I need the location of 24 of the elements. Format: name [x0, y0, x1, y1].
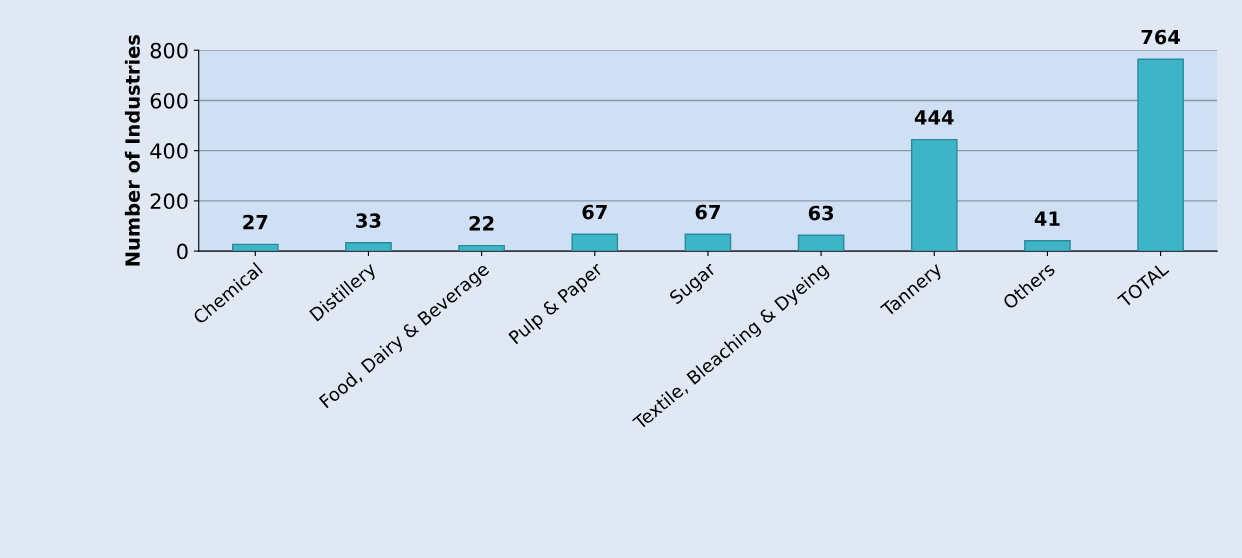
data-label: 67: [695, 204, 720, 220]
y-tick-label: 600: [150, 92, 188, 109]
bar: [797, 234, 845, 252]
data-label: 444: [914, 110, 954, 125]
data-label: 764: [1141, 29, 1180, 45]
y-tick-label: 800: [150, 42, 188, 59]
bar: [458, 244, 505, 252]
y-tick-label: 0: [177, 243, 188, 260]
y-tick-label: 200: [150, 193, 188, 210]
bar: [1024, 240, 1071, 252]
bar: [910, 138, 958, 252]
data-label: 27: [243, 214, 268, 230]
data-label: 63: [808, 205, 834, 221]
bar: [684, 233, 732, 252]
data-label: 33: [356, 213, 381, 228]
data-label: 41: [1034, 211, 1060, 226]
bar: [1137, 58, 1184, 252]
bar: [231, 243, 279, 252]
data-label: 67: [582, 204, 607, 220]
data-label: 22: [469, 215, 494, 231]
y-axis-title: Number of Industries: [124, 35, 140, 266]
bar: [345, 242, 392, 252]
y-tick-label: 400: [150, 143, 188, 159]
bar: [571, 233, 619, 252]
